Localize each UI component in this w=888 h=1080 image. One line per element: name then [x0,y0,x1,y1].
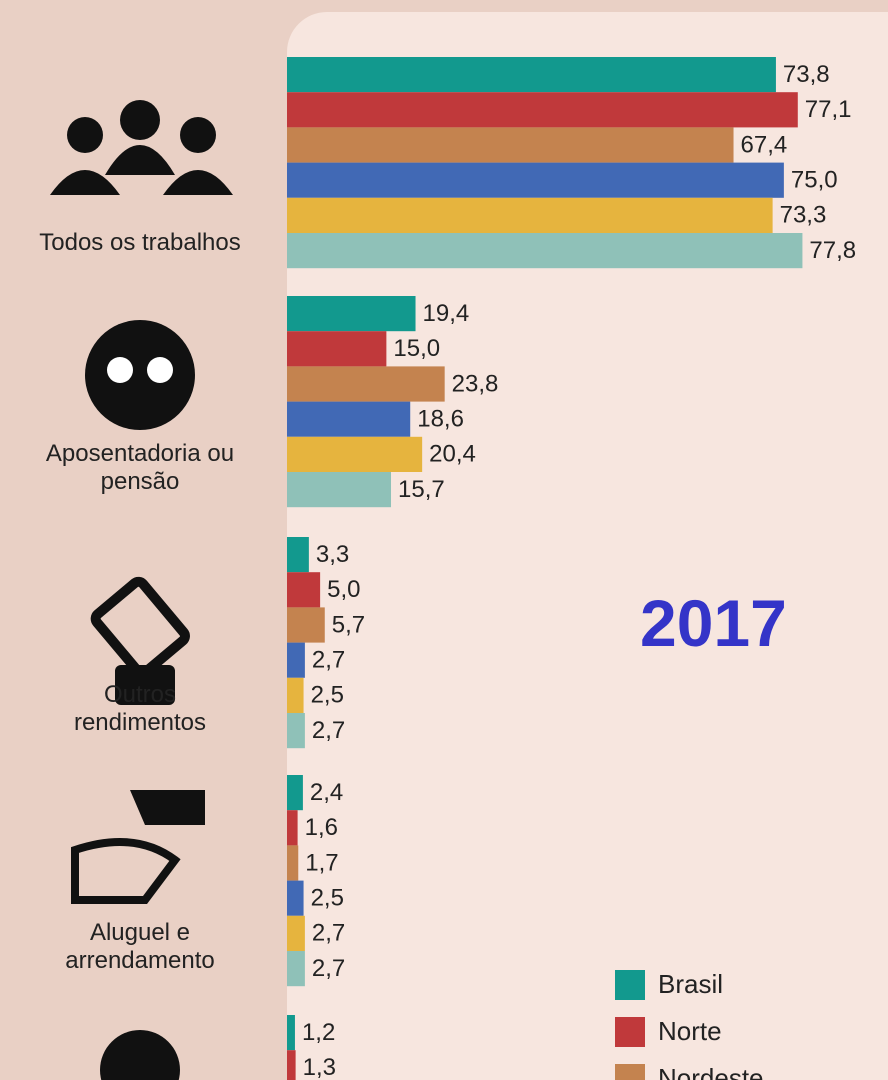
annotation: 2017 [640,586,787,660]
icon [147,357,173,383]
value-label: 23,8 [452,370,499,397]
value-label: 5,7 [332,611,365,638]
icon [71,838,181,904]
value-label: 1,2 [302,1019,335,1046]
value-label: 2,5 [311,885,344,912]
icon [50,145,233,195]
bar [287,677,304,713]
value-label: 1,7 [305,849,338,876]
value-label: 18,6 [417,406,464,433]
value-label: 2,7 [312,717,345,744]
legend-swatch [615,1017,645,1047]
value-label: 15,0 [393,335,440,362]
bar [287,436,423,472]
bar [287,401,411,437]
bar [287,366,445,402]
value-label: 2,7 [312,647,345,674]
value-label: 73,8 [783,61,830,88]
bar [287,810,298,846]
bar [287,197,773,233]
value-label: 2,7 [312,920,345,947]
bar [287,472,392,508]
bar [287,775,303,811]
icon [90,576,190,678]
value-label: 75,0 [791,167,838,194]
category-label: Outros rendimentos [73,681,207,736]
icon [100,1030,180,1080]
category-label: Aluguel e arrendamento [65,919,215,974]
value-label: 77,8 [809,237,856,264]
value-label: 19,4 [423,300,470,327]
legend-label: Nordeste [658,1063,764,1080]
legend-swatch [615,970,645,1000]
bar [287,127,734,163]
bar [287,845,299,881]
category-label: Todos os trabalhos [39,229,241,256]
category-label: Aposentadoria ou pensão [45,440,235,495]
value-label: 67,4 [741,131,788,158]
legend-swatch [615,1064,645,1080]
icon [130,790,205,825]
legend-label: Norte [658,1016,722,1046]
bar [287,642,305,678]
bar [287,713,305,749]
icons [50,100,233,1080]
bar [287,57,776,93]
value-label: 5,0 [327,576,360,603]
bar [287,572,321,608]
bar [287,915,305,951]
value-label: 2,4 [310,779,343,806]
bar [287,331,387,367]
value-label: 15,7 [398,476,445,503]
bar [287,233,803,269]
legend-label: Brasil [658,969,723,999]
bar [287,880,304,916]
value-label: 77,1 [805,96,852,123]
value-label: 3,3 [316,541,349,568]
icon [107,357,133,383]
bar [287,607,325,643]
icon [67,117,103,153]
bar [287,162,784,198]
value-label: 1,3 [303,1054,336,1080]
value-label: 73,3 [780,202,827,229]
bar [287,92,798,128]
bar [287,296,416,332]
bar [287,1050,296,1080]
value-label: 2,5 [311,682,344,709]
value-label: 1,6 [305,814,338,841]
bar [287,951,305,987]
icon [115,665,175,705]
bar [287,1015,295,1051]
icon [85,320,195,430]
bar [287,537,309,573]
value-label: 20,4 [429,441,476,468]
icon [120,100,160,140]
value-label: 2,7 [312,955,345,982]
icon [180,117,216,153]
